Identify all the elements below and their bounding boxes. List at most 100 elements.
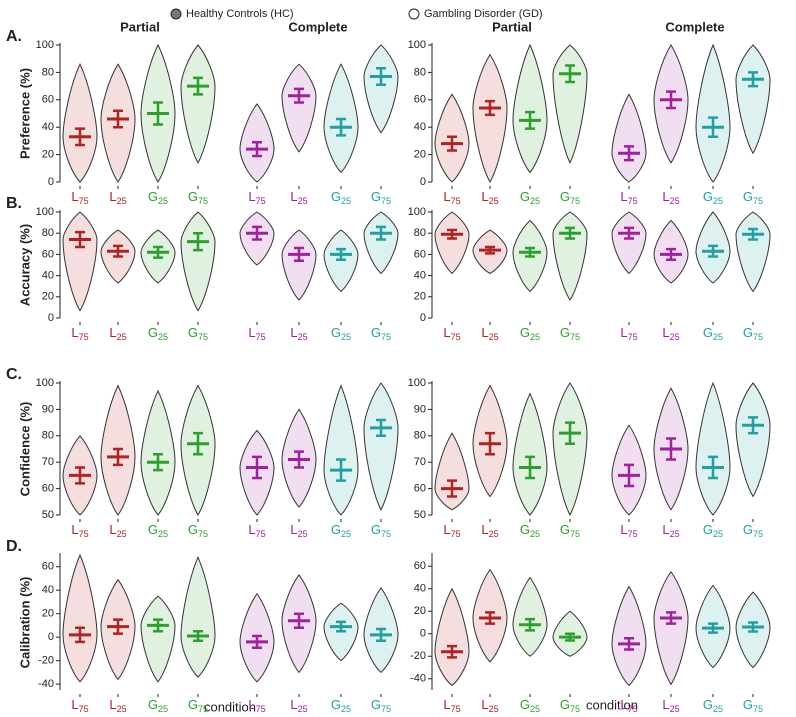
x-tick-sub: 75: [381, 196, 391, 206]
x-tick-sub: 25: [298, 196, 308, 206]
x-tick-base: L: [443, 189, 450, 204]
y-axis-label: Accuracy (%): [17, 224, 32, 306]
panel-label: D.: [6, 538, 22, 555]
violin: [611, 93, 647, 183]
x-tick-sub: 25: [670, 704, 680, 714]
y-tick-label: 80: [42, 227, 54, 239]
x-tick-base: G: [371, 325, 381, 340]
x-tick-sub: 75: [628, 529, 638, 539]
x-tick-base: G: [331, 697, 341, 712]
x-tick-sub: 25: [117, 529, 127, 539]
y-tick-label: -40: [410, 673, 426, 685]
y-tick-label: 0: [48, 176, 54, 188]
x-tick-label: L75: [248, 325, 265, 342]
legend-label: Healthy Controls (HC): [186, 8, 294, 20]
x-tick-label: L75: [620, 325, 637, 342]
y-tick-label: 0: [420, 628, 426, 640]
x-tick-base: L: [662, 697, 669, 712]
x-tick-base: L: [481, 697, 488, 712]
violin: [611, 211, 647, 275]
y-tick-label: 90: [42, 403, 54, 415]
panel-title: Complete: [665, 19, 724, 34]
x-tick-sub: 25: [530, 196, 540, 206]
y-tick-label: 60: [414, 94, 426, 106]
x-tick-base: G: [188, 522, 198, 537]
x-tick-label: L25: [481, 522, 498, 539]
x-tick-base: G: [148, 697, 158, 712]
x-tick-label: G25: [520, 522, 540, 539]
x-tick-label: L75: [71, 189, 88, 206]
x-tick-base: G: [331, 522, 341, 537]
x-tick-sub: 75: [256, 704, 266, 714]
x-tick-label: G25: [331, 697, 351, 714]
x-tick-sub: 75: [570, 196, 580, 206]
x-tick-base: G: [560, 189, 570, 204]
x-tick-sub: 25: [158, 529, 168, 539]
x-tick-sub: 75: [451, 704, 461, 714]
x-tick-base: L: [290, 325, 297, 340]
x-tick-base: L: [481, 189, 488, 204]
x-tick-label: L75: [620, 697, 637, 714]
violin: [434, 432, 470, 511]
y-tick-label: 0: [420, 312, 426, 324]
x-tick-base: G: [371, 189, 381, 204]
violin: [512, 576, 548, 657]
y-tick-label: 80: [414, 66, 426, 78]
x-tick-sub: 75: [628, 196, 638, 206]
x-tick-sub: 75: [381, 332, 391, 342]
x-tick-sub: 25: [489, 704, 499, 714]
y-tick-label: 0: [48, 312, 54, 324]
x-tick-base: L: [109, 325, 116, 340]
x-tick-label: L25: [662, 522, 679, 539]
x-tick-sub: 25: [117, 196, 127, 206]
violin: [512, 392, 548, 516]
x-tick-label: G25: [148, 325, 168, 342]
x-tick-base: G: [148, 189, 158, 204]
x-tick-base: G: [188, 325, 198, 340]
x-tick-label: G75: [188, 189, 208, 206]
x-tick-label: G25: [331, 522, 351, 539]
x-tick-label: L25: [662, 189, 679, 206]
x-tick-sub: 25: [713, 196, 723, 206]
x-tick-label: G75: [743, 189, 763, 206]
x-tick-sub: 25: [713, 704, 723, 714]
x-tick-base: L: [290, 522, 297, 537]
x-tick-sub: 75: [198, 529, 208, 539]
x-tick-base: L: [248, 325, 255, 340]
x-tick-label: G25: [703, 189, 723, 206]
x-tick-label: G75: [560, 189, 580, 206]
y-tick-label: 80: [414, 430, 426, 442]
y-tick-label: 40: [42, 270, 54, 282]
y-tick-label: 60: [42, 483, 54, 495]
x-tick-base: L: [248, 189, 255, 204]
y-axis-label: Preference (%): [17, 68, 32, 159]
x-tick-label: G75: [371, 697, 391, 714]
x-tick-sub: 25: [341, 332, 351, 342]
panel-label: C.: [6, 366, 22, 383]
x-tick-label: G25: [148, 189, 168, 206]
violin: [62, 211, 98, 312]
x-tick-sub: 75: [198, 704, 208, 714]
x-tick-label: L25: [109, 325, 126, 342]
x-tick-sub: 75: [79, 332, 89, 342]
violin: [735, 44, 771, 155]
x-tick-label: G25: [148, 697, 168, 714]
violin: [695, 43, 731, 183]
x-tick-base: L: [248, 522, 255, 537]
x-tick-sub: 25: [489, 196, 499, 206]
violin: [552, 211, 588, 301]
x-tick-sub: 75: [753, 704, 763, 714]
x-tick-sub: 75: [570, 332, 580, 342]
x-tick-label: L75: [71, 522, 88, 539]
violin: [653, 571, 689, 686]
x-tick-base: G: [743, 697, 753, 712]
violin: [611, 585, 647, 687]
violin: [281, 229, 317, 301]
x-tick-sub: 75: [451, 529, 461, 539]
x-tick-label: L25: [662, 325, 679, 342]
y-tick-label: 60: [42, 561, 54, 573]
x-tick-base: G: [331, 325, 341, 340]
y-tick-label: 100: [36, 206, 54, 218]
x-tick-label: L25: [481, 189, 498, 206]
y-tick-label: 20: [414, 291, 426, 303]
